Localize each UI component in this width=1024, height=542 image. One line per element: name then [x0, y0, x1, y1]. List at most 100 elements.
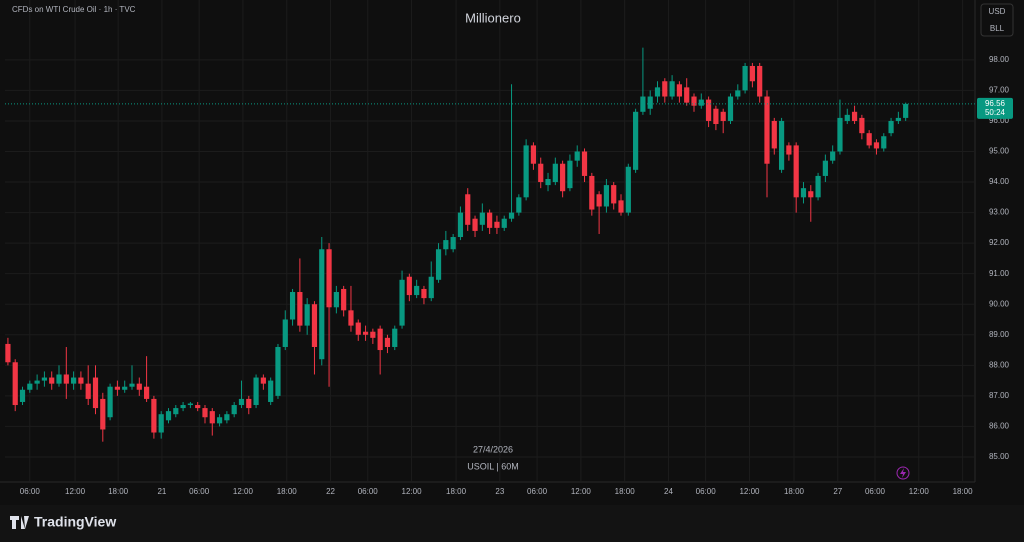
candle-body [180, 405, 186, 409]
candle-body [552, 163, 558, 183]
candle-body [516, 197, 522, 213]
x-tick-label: 18:00 [615, 487, 636, 496]
candle-body [778, 120, 785, 170]
y-tick-label: 95.00 [989, 147, 1010, 156]
candle-body [501, 218, 507, 228]
candle-body [705, 99, 712, 121]
x-tick-label: 12:00 [233, 487, 254, 496]
candle-body [494, 221, 500, 228]
brand-logo[interactable] [10, 516, 29, 529]
candle-body [34, 380, 40, 384]
currency: USD [989, 7, 1006, 16]
y-tick-label: 89.00 [989, 330, 1010, 339]
brand[interactable]: TradingView [34, 514, 116, 530]
unit: BLL [990, 24, 1005, 33]
candle-body [589, 175, 595, 210]
x-tick-label: 23 [495, 487, 504, 496]
x-tick-label: 12:00 [739, 487, 760, 496]
candle-body [859, 117, 865, 134]
candle-body [289, 292, 296, 320]
x-tick-label: 22 [326, 487, 335, 496]
candle-body [421, 288, 427, 299]
candle-body [465, 194, 471, 225]
candle-body [143, 386, 150, 399]
candle-body [691, 96, 697, 106]
candle-body [122, 386, 128, 390]
candle-body [844, 114, 850, 121]
candle-body [348, 310, 354, 326]
candle-body [392, 328, 398, 347]
alert-icon[interactable] [896, 466, 910, 480]
candle-body [815, 175, 821, 198]
candle-body [209, 411, 215, 424]
y-tick-label: 90.00 [989, 299, 1010, 308]
candle-body [530, 145, 537, 164]
candle-body [326, 249, 332, 308]
x-tick-label: 06:00 [189, 487, 210, 496]
candle-body [114, 386, 121, 390]
y-tick-label: 86.00 [989, 422, 1010, 431]
candle-body [581, 151, 588, 176]
currency-box[interactable] [980, 3, 1014, 37]
x-tick-label: 24 [664, 487, 673, 496]
candle-body [92, 377, 99, 409]
last-price-badge [977, 97, 1013, 119]
x-tick-label: 06:00 [527, 487, 548, 496]
candle-body [41, 377, 48, 381]
x-tick-label: 12:00 [65, 487, 86, 496]
watermark: Millionero [465, 10, 521, 25]
candle-body [793, 145, 799, 198]
candle-body [633, 111, 639, 170]
candle-body [158, 414, 164, 433]
x-tick-label: 18:00 [277, 487, 298, 496]
candle-body [129, 383, 135, 387]
candle-body [414, 285, 420, 296]
candle-body [830, 151, 836, 161]
candle-body [49, 377, 55, 384]
candle-body [618, 200, 624, 213]
candle-body [888, 120, 894, 134]
candle-body [311, 304, 318, 347]
candle-body [362, 331, 369, 335]
candle-body [56, 374, 62, 384]
candle-body [202, 408, 208, 418]
candle-body [195, 405, 201, 409]
candle-body [851, 111, 858, 121]
candle-body [333, 292, 339, 308]
candle-body [611, 185, 617, 204]
candle-body [107, 386, 113, 418]
x-tick-label: 12:00 [909, 487, 930, 496]
y-tick-label: 87.00 [989, 391, 1010, 400]
candle-body [27, 383, 33, 390]
x-tick-label: 06:00 [20, 487, 41, 496]
candle-body [457, 212, 464, 238]
candle-body [881, 136, 887, 149]
candle-body [625, 166, 631, 213]
date-label: 27/4/2026 [473, 444, 513, 454]
candle-body [268, 380, 274, 402]
candle-body [275, 346, 281, 396]
x-tick-label: 18:00 [446, 487, 467, 496]
candle-body [764, 96, 770, 164]
candle-body [71, 377, 77, 384]
candle-body [435, 249, 442, 280]
candle-body [384, 337, 391, 347]
candle-body [603, 185, 610, 207]
y-tick-label: 93.00 [989, 208, 1010, 217]
candle-body [319, 249, 325, 360]
candle-body [341, 288, 347, 311]
candle-body [377, 328, 383, 351]
candle-body [538, 163, 544, 183]
y-tick-label: 97.00 [989, 86, 1010, 95]
x-tick-label: 18:00 [953, 487, 974, 496]
candle-body [297, 292, 303, 326]
candle-body [873, 142, 880, 149]
candle-body [443, 240, 449, 250]
candle-body [684, 87, 690, 103]
alert-bolt [900, 468, 906, 478]
candle-body [640, 96, 646, 112]
candle-body [698, 99, 704, 106]
candle-body [800, 188, 807, 198]
candle-body [450, 237, 456, 250]
candle-body [654, 87, 661, 97]
